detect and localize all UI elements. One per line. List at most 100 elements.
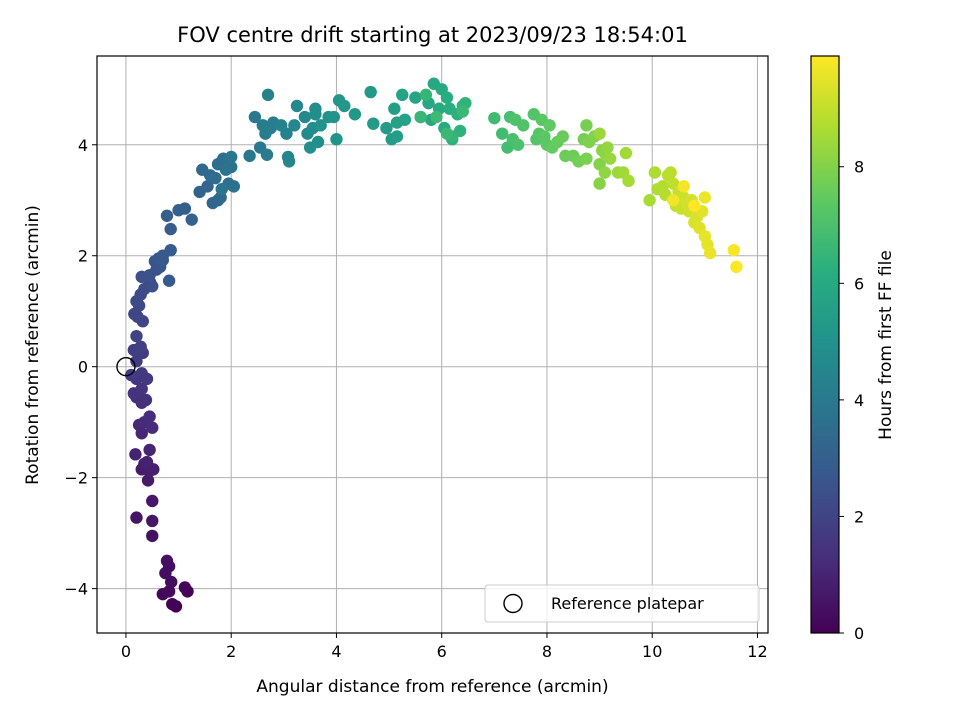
- data-point: [166, 597, 179, 611]
- data-point: [215, 182, 228, 196]
- colorbar-tick-label: 8: [854, 158, 864, 177]
- plot-frame: [96, 55, 769, 634]
- data-point: [593, 127, 606, 140]
- data-point: [517, 119, 530, 132]
- legend-box: [484, 584, 760, 623]
- data-point: [338, 99, 351, 113]
- data-point: [396, 88, 409, 102]
- x-tick-label: 0: [121, 642, 131, 661]
- data-point: [282, 155, 296, 168]
- data-point: [598, 166, 612, 179]
- data-point: [165, 575, 178, 589]
- data-point: [139, 393, 153, 407]
- data-point: [125, 368, 138, 382]
- data-point: [603, 152, 617, 165]
- data-point: [580, 152, 593, 165]
- data-point: [364, 85, 377, 99]
- data-point: [330, 133, 343, 146]
- data-point: [367, 117, 380, 130]
- data-point: [178, 581, 192, 594]
- data-point: [156, 253, 169, 267]
- data-point: [698, 191, 712, 204]
- data-point: [622, 174, 635, 188]
- data-point: [248, 110, 262, 124]
- data-point: [388, 102, 401, 115]
- data-point: [146, 280, 159, 293]
- colorbar-tick-label: 0: [854, 624, 864, 643]
- data-point: [314, 119, 327, 132]
- data-point: [134, 340, 147, 353]
- y-tick-label: −4: [64, 580, 88, 599]
- data-point: [135, 367, 148, 380]
- colorbar: 0 2 4 6 8 Hours from first FF file: [810, 55, 896, 643]
- colorbar-tick-label: 4: [854, 391, 864, 410]
- data-point: [488, 111, 501, 125]
- data-point: [727, 243, 740, 257]
- x-tick-label: 12: [747, 642, 767, 661]
- data-point: [164, 243, 177, 257]
- data-point: [556, 130, 569, 143]
- data-point: [430, 110, 443, 124]
- data-point: [419, 88, 433, 102]
- colorbar-gradient: [810, 55, 840, 634]
- data-point: [440, 91, 454, 104]
- data-point: [160, 554, 174, 568]
- data-point: [140, 455, 154, 469]
- data-point: [414, 110, 427, 124]
- data-point: [664, 166, 677, 179]
- y-axis-ticks: −4 −2 0 2 4: [64, 136, 97, 599]
- data-point: [398, 113, 412, 127]
- data-point: [288, 119, 301, 132]
- data-point: [243, 149, 256, 163]
- x-tick-label: 2: [226, 642, 236, 661]
- data-points: [116, 77, 743, 613]
- data-point: [143, 410, 156, 423]
- data-point: [227, 180, 241, 193]
- colorbar-ticks: 0 2 4 6 8: [839, 158, 864, 643]
- data-point: [164, 222, 177, 236]
- data-point: [456, 105, 469, 118]
- data-point: [643, 194, 656, 207]
- data-point: [290, 99, 304, 113]
- x-tick-label: 6: [437, 642, 447, 661]
- data-point: [327, 110, 341, 124]
- data-point: [135, 382, 148, 396]
- data-point: [511, 138, 525, 151]
- legend-label: Reference platepar: [551, 594, 704, 613]
- y-tick-label: 0: [78, 358, 88, 377]
- legend: Reference platepar: [484, 584, 760, 623]
- colorbar-label: Hours from first FF file: [876, 250, 896, 440]
- data-point: [219, 163, 233, 176]
- y-tick-label: 4: [78, 136, 88, 155]
- data-point: [162, 585, 176, 598]
- data-point: [264, 121, 277, 135]
- data-point: [601, 141, 614, 154]
- data-point: [146, 421, 159, 434]
- data-point: [141, 474, 155, 487]
- legend-marker: [503, 593, 523, 614]
- data-point: [298, 110, 312, 124]
- data-point: [619, 146, 633, 160]
- x-tick-label: 4: [331, 642, 341, 661]
- data-point: [162, 274, 176, 287]
- data-point: [380, 121, 393, 135]
- data-point: [348, 108, 362, 121]
- data-point: [409, 91, 422, 104]
- data-point: [730, 260, 743, 274]
- y-tick-label: −2: [64, 469, 88, 488]
- data-point: [146, 529, 159, 543]
- chart-title: FOV centre drift starting at 2023/09/23 …: [177, 23, 688, 47]
- data-point: [677, 180, 690, 193]
- data-point: [143, 443, 156, 457]
- y-tick-label: 2: [78, 247, 88, 266]
- data-point: [185, 213, 198, 226]
- data-point: [543, 119, 556, 132]
- data-point: [703, 246, 717, 260]
- data-point: [261, 88, 275, 102]
- data-point: [209, 171, 222, 185]
- data-point: [225, 150, 238, 164]
- x-axis-ticks: 0 2 4 6 8 10 12: [121, 633, 768, 661]
- data-point: [667, 194, 680, 207]
- colorbar-tick-label: 2: [854, 507, 864, 526]
